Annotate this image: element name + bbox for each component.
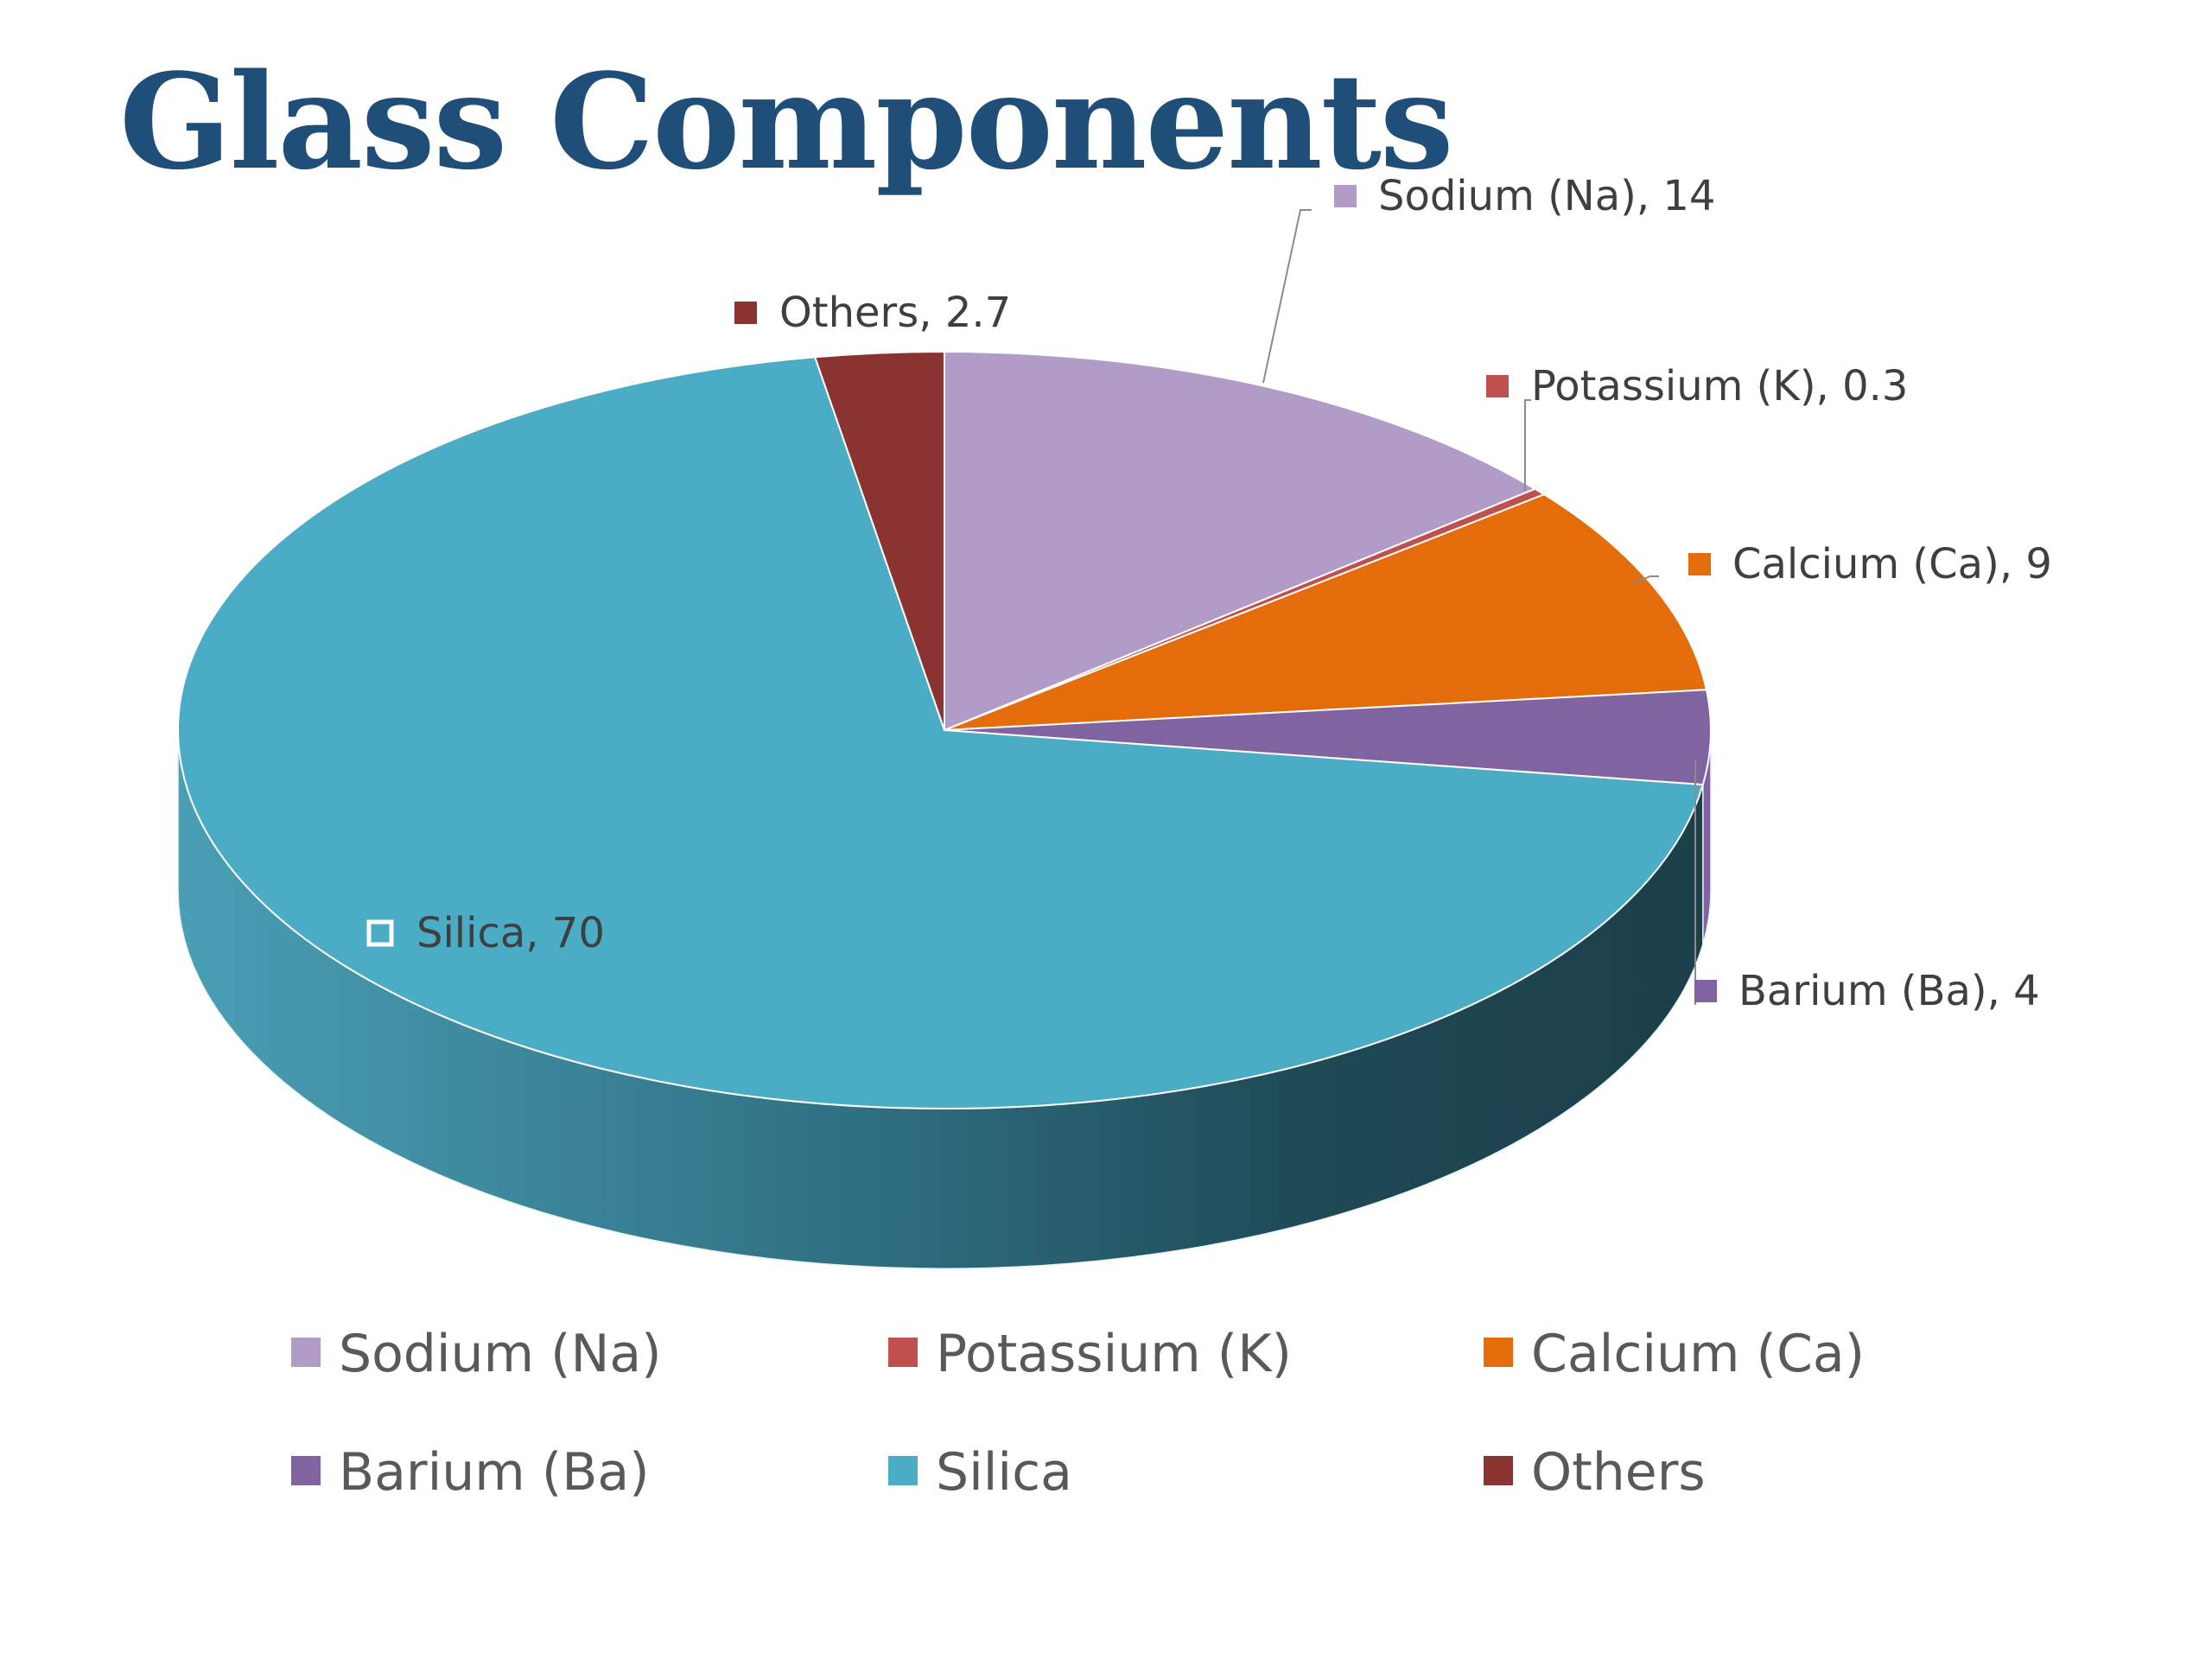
data-label-sodium-na: Sodium (Na), 14: [1378, 172, 1715, 220]
data-label-key-silica: [366, 919, 394, 947]
legend-key-barium-ba: [291, 1456, 321, 1485]
pie-slice-barium-ba: [944, 689, 1712, 786]
data-label-key-calcium-ca: [1688, 553, 1711, 575]
legend-label-potassium-k: Potassium (K): [936, 1324, 1292, 1384]
legend-label-barium-ba: Barium (Ba): [339, 1442, 650, 1503]
data-label-key-others: [734, 302, 757, 324]
legend-label-silica: Silica: [936, 1442, 1072, 1503]
legend-label-others: Others: [1531, 1442, 1706, 1503]
leader-line-calcium-ca: [1632, 575, 1659, 584]
data-label-others: Others, 2.7: [779, 289, 1011, 337]
data-label-barium-ba: Barium (Ba), 4: [1738, 967, 2040, 1015]
legend-key-potassium-k: [888, 1338, 918, 1367]
leader-line-sodium-na: [1262, 209, 1312, 384]
legend-label-calcium-ca: Calcium (Ca): [1531, 1324, 1865, 1384]
data-label-calcium-ca: Calcium (Ca), 9: [1732, 540, 2052, 588]
data-label-key-sodium-na: [1334, 185, 1357, 207]
data-label-silica: Silica, 70: [416, 909, 605, 957]
pie-slice-others: [813, 350, 945, 731]
pie-slice-silica: [177, 356, 1705, 1109]
chart-title: Glass Components: [119, 44, 1453, 199]
legend-key-silica: [888, 1456, 918, 1485]
data-label-potassium-k: Potassium (K), 0.3: [1531, 362, 1908, 410]
legend-label-sodium-na: Sodium (Na): [339, 1324, 662, 1384]
data-label-key-barium-ba: [1694, 980, 1717, 1002]
legend-key-others: [1484, 1456, 1513, 1485]
pie-slice-calcium-ca: [944, 493, 1708, 731]
leader-line-potassium-k: [1524, 399, 1531, 491]
data-label-key-potassium-k: [1486, 375, 1509, 397]
legend-key-calcium-ca: [1484, 1338, 1513, 1367]
pie-slice-sodium-na: [944, 350, 1537, 732]
legend-key-sodium-na: [291, 1338, 321, 1367]
